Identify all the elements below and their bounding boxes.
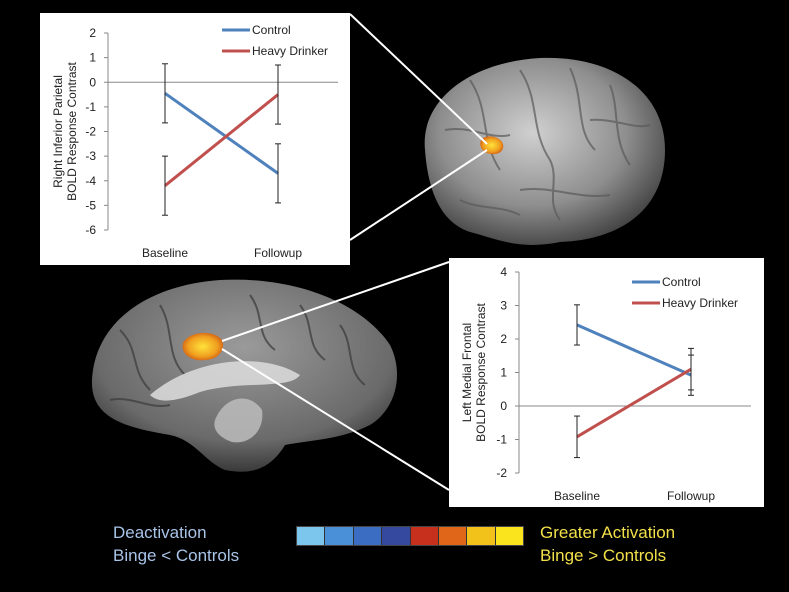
series-line-control <box>164 92 279 175</box>
legend-label: Control <box>662 275 701 289</box>
deactivation-caption: Deactivation Binge < Controls <box>113 521 239 567</box>
x-tick-label: Baseline <box>554 489 600 503</box>
colorbar-segment <box>382 527 411 545</box>
chart-frontal: 4 3 2 1 0 -1 -2 Baseline Followup Left Medial Fro… <box>460 265 751 503</box>
y-tick-label: -5 <box>85 198 96 212</box>
y-tick-label: 1 <box>89 51 96 65</box>
y-tick-label: 2 <box>89 26 96 40</box>
callout-line <box>349 13 488 145</box>
activation-caption: Greater Activation Binge > Controls <box>540 521 675 567</box>
colorbar-segment <box>297 527 326 545</box>
y-tick-label: 4 <box>500 265 507 279</box>
series-line-heavy-drinker <box>576 367 692 439</box>
y-tick-label: -2 <box>496 466 507 480</box>
colorbar-segment <box>438 527 468 545</box>
y-tick-label: -6 <box>85 223 96 237</box>
legend-label: Heavy Drinker <box>662 296 738 310</box>
caption-right-line2: Binge > Controls <box>540 546 667 565</box>
legend-label: Control <box>252 23 291 37</box>
colorbar-segment <box>325 527 354 545</box>
y-tick-label: -2 <box>85 125 96 139</box>
lateral-brain-image <box>424 57 665 245</box>
callout-line <box>349 149 488 241</box>
y-tick-label: -3 <box>85 149 96 163</box>
callout-line <box>221 261 450 342</box>
y-tick-label: 2 <box>500 332 507 346</box>
caption-left-line2: Binge < Controls <box>113 546 240 565</box>
y-tick-label: 0 <box>89 75 96 89</box>
colorbar-segment <box>467 527 496 545</box>
chart-parietal: 2 1 0 -1 -2 -3 -4 -5 -6 Baseline Followup Right Inf… <box>51 23 338 260</box>
x-tick-label: Baseline <box>142 246 188 260</box>
y-axis-label: Left Medial Frontal <box>460 323 474 422</box>
sagittal-brain-image <box>91 279 398 472</box>
y-axis-label: BOLD Response Contrast <box>474 302 488 441</box>
chart-panel-frontal: 4 3 2 1 0 -1 -2 Baseline Followup Left Medial Fro… <box>449 258 764 507</box>
y-tick-label: -4 <box>85 174 96 188</box>
colorbar-segment <box>495 527 523 545</box>
y-tick-label: 1 <box>500 366 507 380</box>
frontal-activation-blob <box>182 332 224 361</box>
y-tick-label: 3 <box>500 299 507 313</box>
y-tick-label: 0 <box>500 399 507 413</box>
series-line-heavy-drinker <box>164 93 279 187</box>
y-axis-label: Right Inferior Parietal <box>51 75 65 188</box>
callout-line <box>221 348 450 491</box>
y-axis-label: BOLD Response Contrast <box>65 61 79 200</box>
colorbar-segment <box>410 527 439 545</box>
activation-colorbar <box>296 526 524 546</box>
series-line-control <box>576 323 692 377</box>
colorbar-segment <box>353 527 383 545</box>
caption-left-line1: Deactivation <box>113 523 207 542</box>
y-tick-label: -1 <box>496 433 507 447</box>
x-tick-label: Followup <box>667 489 715 503</box>
x-tick-label: Followup <box>254 246 302 260</box>
y-tick-label: -1 <box>85 100 96 114</box>
legend-label: Heavy Drinker <box>252 44 328 58</box>
chart-panel-parietal: 2 1 0 -1 -2 -3 -4 -5 -6 Baseline Followup Right Inf… <box>40 13 350 265</box>
caption-right-line1: Greater Activation <box>540 523 676 542</box>
